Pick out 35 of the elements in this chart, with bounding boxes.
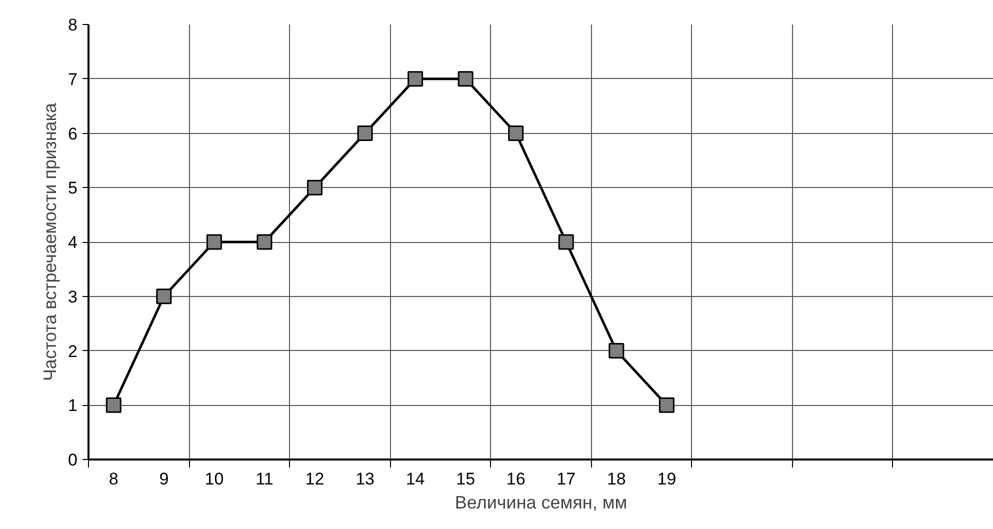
- y-tick-label: 8: [68, 16, 78, 34]
- y-tick-label: 5: [68, 178, 78, 198]
- x-tick-label: 17: [556, 470, 576, 488]
- x-tick-label: 14: [406, 470, 425, 488]
- y-tick-label: 6: [68, 124, 78, 144]
- point: [156, 288, 172, 304]
- x-tick-label: 12: [305, 470, 324, 488]
- x-tick-label: 13: [356, 470, 374, 488]
- point: [106, 397, 122, 413]
- point: [256, 234, 272, 250]
- x-tick-label: 8: [108, 470, 118, 488]
- point: [357, 126, 373, 141]
- x-tick-label: 9: [159, 470, 169, 488]
- x-tick-label: 19: [657, 470, 676, 488]
- point: [508, 126, 524, 141]
- y-tick-label: 7: [68, 70, 78, 89]
- y-axis-title: Частота встречаемости признака: [40, 102, 60, 382]
- y-tick-label: 4: [68, 233, 78, 252]
- point: [558, 234, 574, 250]
- y-tick-label: 0: [68, 450, 78, 470]
- x-tick-label: 18: [606, 470, 626, 488]
- y-tick-label: 3: [68, 287, 78, 306]
- point: [608, 343, 624, 358]
- point: [458, 71, 474, 87]
- point: [307, 180, 322, 196]
- point: [206, 234, 222, 250]
- point: [658, 397, 674, 413]
- x-tick-label: 10: [204, 470, 224, 488]
- point: [408, 71, 424, 87]
- x-tick-label: 11: [256, 470, 274, 488]
- y-tick-label: 2: [68, 342, 78, 361]
- y-tick-label: 1: [68, 396, 78, 416]
- x-tick-label: 15: [456, 470, 476, 488]
- x-axis-title: Величина семян, мм: [454, 492, 628, 512]
- x-tick-label: 16: [506, 470, 526, 488]
